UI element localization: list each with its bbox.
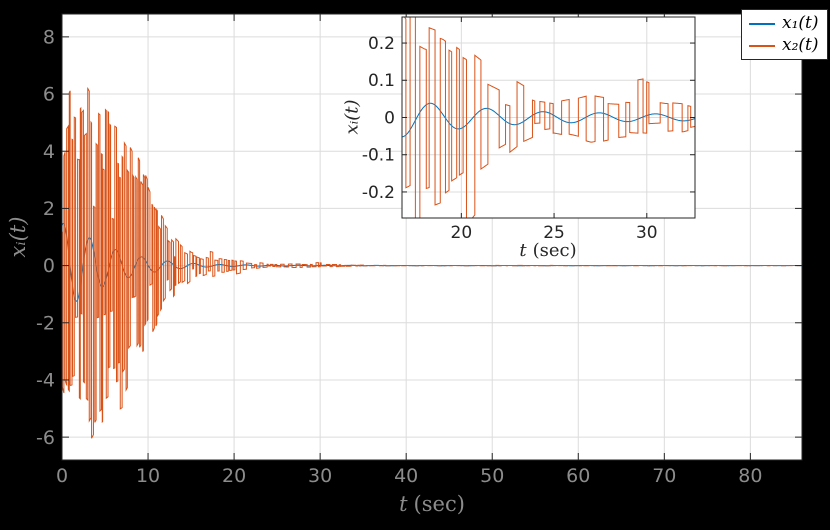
main-y-tick-label: -6 [36, 427, 55, 449]
main-x-tick-label: 0 [56, 465, 68, 487]
legend-line-sample-2 [749, 44, 775, 47]
inset-y-tick-label: -0.2 [362, 183, 395, 203]
main-x-tick-label: 50 [480, 465, 504, 487]
inset-y-tick-label: 0.2 [368, 34, 395, 54]
inset-x-tick-label: 25 [543, 223, 565, 243]
inset-x-tick-label: 30 [636, 223, 658, 243]
main-y-tick-label: -2 [36, 312, 55, 334]
main-x-tick-label: 70 [652, 465, 676, 487]
legend-label-2: x₂(t) [782, 35, 819, 55]
main-y-tick-label: 0 [43, 255, 55, 277]
inset-y-tick-label: 0 [384, 108, 395, 128]
main-y-tick-label: 4 [43, 141, 55, 163]
main-y-tick-label: 8 [43, 27, 55, 49]
legend-label-1: x₁(t) [782, 13, 819, 33]
main-x-tick-label: 10 [136, 465, 160, 487]
main-y-tick-label: 6 [43, 84, 55, 106]
main-x-tick-label: 80 [738, 465, 762, 487]
legend: x₁(t) x₂(t) [741, 9, 828, 60]
main-y-tick-label: -4 [36, 370, 55, 392]
inset-y-tick-label: 0.1 [368, 71, 395, 91]
main-x-tick-label: 30 [308, 465, 332, 487]
main-x-tick-label: 20 [222, 465, 246, 487]
legend-entry-1: x₁(t) [749, 15, 819, 32]
legend-entry-2: x₂(t) [749, 37, 819, 54]
inset-y-tick-label: -0.1 [362, 146, 395, 166]
inset-x-tick-label: 20 [451, 223, 473, 243]
main-x-tick-label: 40 [394, 465, 418, 487]
legend-line-sample-1 [749, 22, 775, 25]
main-x-tick-label: 60 [566, 465, 590, 487]
main-y-tick-label: 2 [43, 198, 55, 220]
